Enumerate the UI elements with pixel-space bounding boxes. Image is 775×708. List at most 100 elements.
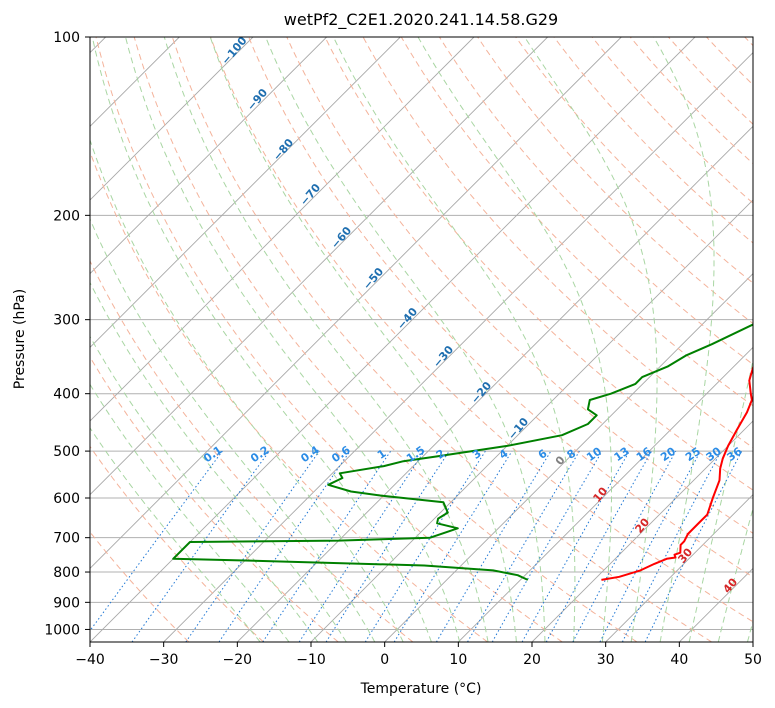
dry-adiabat — [591, 37, 753, 204]
dry-adiabat — [133, 37, 638, 642]
dry-adiabat — [90, 259, 414, 642]
chart-title: wetPf2_C2E1.2020.241.14.58.G29 — [284, 10, 558, 30]
mixing-ratio-label: 0.1 — [201, 443, 224, 465]
mixing-ratio-line — [325, 450, 450, 642]
dry-adiabat — [90, 531, 190, 642]
moist-adiabat — [524, 37, 658, 642]
mixing-ratio-line — [298, 450, 425, 642]
x-tick-label: 10 — [449, 652, 467, 668]
mixing-ratio-line — [364, 450, 486, 642]
isotherm--80 — [90, 37, 401, 348]
mixing-ratio-label: 6 — [536, 447, 550, 462]
plot-frame — [89, 36, 754, 643]
mixing-ratio-label: 0.6 — [329, 443, 353, 465]
moist-adiabat — [90, 217, 376, 642]
mixing-ratio-line — [90, 450, 223, 632]
isotherm-20 — [531, 420, 753, 642]
dewpoint-line — [172, 323, 753, 581]
mixing-ratio-line — [644, 450, 743, 642]
dry-adiabat-label: −100 — [219, 34, 250, 67]
moist-adiabat — [265, 37, 546, 642]
moist-adiabat — [653, 37, 715, 642]
axis-ticks: −40 −30 −20 −10 0 10 20 30 40 5010020030040050060… — [44, 30, 762, 668]
moist-adiabat — [717, 506, 753, 642]
dry-adiabat-label: −90 — [244, 86, 270, 113]
temperature-line — [601, 364, 753, 581]
x-tick-label: 40 — [670, 652, 688, 668]
mixing-ratio-label: 16 — [634, 444, 654, 464]
isotherm--90 — [90, 37, 327, 275]
x-tick-label: 20 — [523, 652, 541, 668]
x-tick-label: −10 — [296, 652, 326, 668]
mixing-ratio-label: 4 — [497, 447, 511, 462]
dry-adiabat-label: −80 — [270, 136, 296, 163]
y-tick-label: 300 — [53, 313, 80, 329]
isotherm-50 — [752, 641, 753, 642]
mixing-ratio-line — [435, 450, 552, 642]
mixing-ratio-label: 0.4 — [298, 443, 322, 465]
x-tick-label: 0 — [380, 652, 389, 668]
y-tick-label: 700 — [53, 531, 80, 547]
y-axis-label: Pressure (hPa) — [12, 289, 28, 389]
mixing-ratio-label: 0.2 — [248, 443, 271, 465]
isotherm--20 — [237, 125, 753, 642]
y-tick-label: 200 — [53, 208, 80, 224]
dry-adiabat-label: −50 — [360, 265, 386, 292]
mixing-ratio-line — [131, 450, 270, 642]
x-axis-label: Temperature (°C) — [360, 681, 482, 697]
moist-adiabat — [90, 138, 404, 642]
moist-adiabat — [688, 358, 753, 642]
moist-adiabat — [125, 37, 461, 642]
dry-adiabat — [286, 37, 753, 534]
x-tick-label: −40 — [75, 652, 105, 668]
dry-adiabat — [438, 37, 753, 366]
mixing-ratio-line — [572, 450, 677, 642]
mixing-ratio-line — [262, 450, 392, 642]
dry-adiabat-label: 40 — [720, 575, 740, 595]
mixing-ratio-label: 30 — [704, 444, 724, 464]
mixing-ratio-line — [393, 450, 513, 642]
mixing-ratio-label: 10 — [584, 444, 604, 464]
dry-adiabat-label: −30 — [430, 343, 456, 370]
y-tick-label: 1000 — [44, 622, 80, 638]
mixing-ratio-line — [521, 450, 630, 642]
moist-adiabat — [417, 37, 612, 642]
dry-adiabat-label: 10 — [590, 484, 610, 504]
isotherm--100 — [90, 37, 254, 201]
mixing-ratio-line — [545, 450, 653, 642]
mixing-ratio-label: 25 — [683, 445, 703, 464]
x-tick-label: 30 — [597, 652, 615, 668]
moist-adiabat — [90, 383, 290, 642]
dry-adiabat — [400, 37, 753, 407]
mixing-ratio-label: 13 — [612, 445, 632, 464]
x-tick-label: −20 — [223, 652, 253, 668]
dry-adiabat — [209, 37, 753, 623]
y-tick-label: 400 — [53, 387, 80, 403]
moist-adiabat — [209, 37, 517, 642]
moist-adiabat — [91, 37, 432, 642]
dry-adiabat-label: 0 — [553, 453, 568, 467]
dry-adiabat-label: −40 — [394, 305, 420, 332]
moist-adiabat — [90, 335, 319, 642]
moist-adiabat — [90, 281, 347, 642]
background-lines — [90, 37, 753, 642]
dry-adiabat-label: 30 — [675, 545, 695, 565]
isotherm-10 — [458, 346, 753, 642]
x-tick-label: 50 — [744, 652, 762, 668]
isotherm--50 — [90, 37, 622, 569]
dry-adiabat — [362, 37, 753, 449]
y-tick-label: 100 — [53, 30, 80, 46]
mixing-ratio-line — [218, 450, 351, 642]
isotherm-40 — [679, 567, 753, 642]
isotherm--30 — [163, 52, 753, 642]
dry-adiabat-label: −70 — [297, 181, 323, 208]
isotherm--60 — [90, 37, 548, 496]
dry-adiabat — [95, 37, 563, 642]
mixing-ratio-label: 20 — [658, 444, 678, 464]
dry-adiabat — [90, 150, 488, 642]
y-tick-label: 600 — [53, 491, 80, 507]
dry-adiabat-label: −20 — [468, 379, 494, 406]
dry-adiabat-label: 20 — [632, 515, 652, 535]
